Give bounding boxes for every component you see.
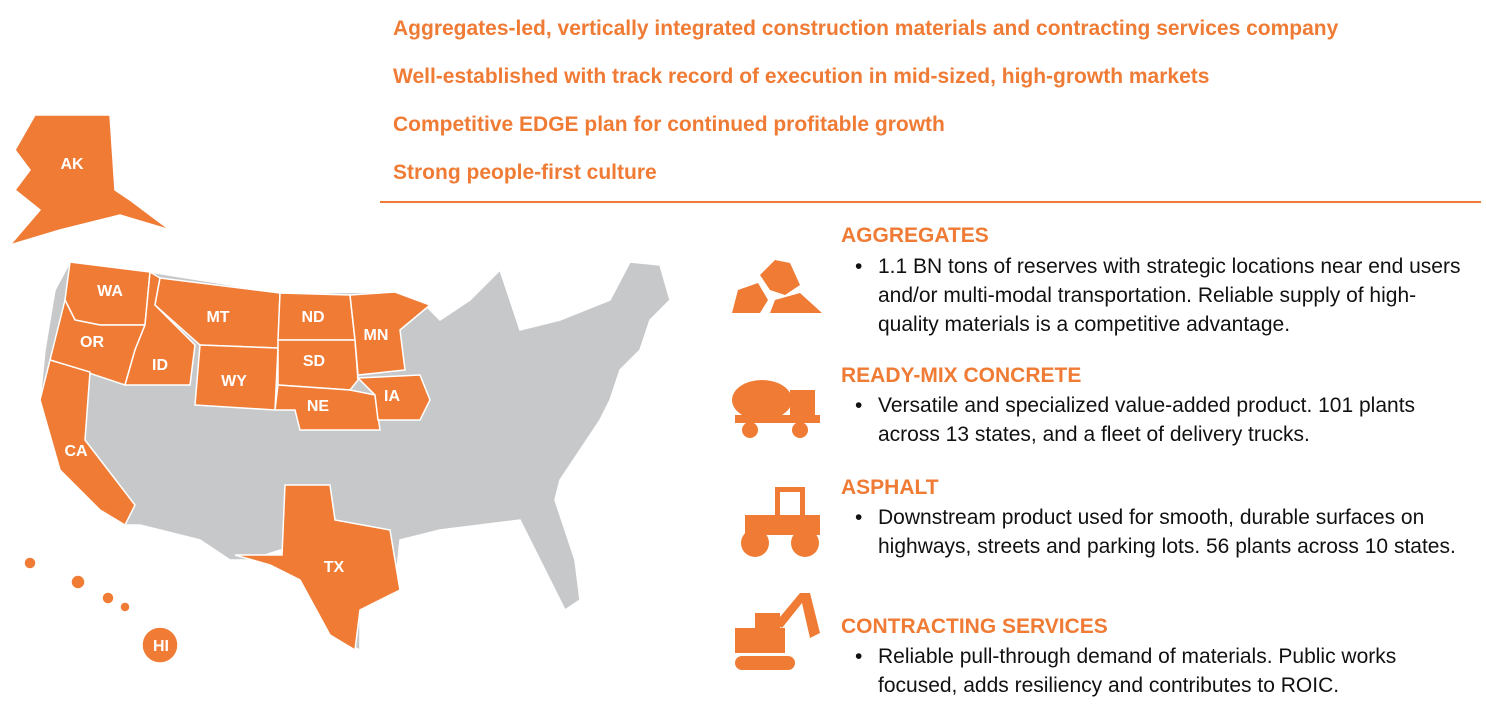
segment-bullet: • 1.1 BN tons of reserves with strategic …	[855, 252, 1465, 339]
state-label: TX	[324, 559, 345, 576]
state-ak	[7, 114, 171, 247]
state-mn	[349, 291, 432, 376]
segment-bullet: • Downstream product used for smooth, dur…	[855, 503, 1465, 561]
state-hi	[23, 556, 179, 664]
bullet-text: 1.1 BN tons of reserves with strategic l…	[878, 255, 1461, 336]
headline: Competitive EDGE plan for continued prof…	[393, 113, 945, 136]
segment-bullet: • Reliable pull-through demand of materia…	[855, 642, 1465, 700]
us-map: AK WA OR CA ID MT WY ND SD NE MN IA TX H…	[7, 114, 671, 664]
bullet-text: Downstream product used for smooth, dura…	[878, 506, 1456, 558]
headline: Aggregates-led, vertically integrated co…	[393, 17, 1339, 40]
state-label: NE	[307, 398, 330, 415]
bullet-text: Reliable pull-through demand of material…	[878, 645, 1397, 697]
state-label: IA	[384, 388, 400, 405]
state-tx	[234, 484, 401, 652]
other-states	[39, 261, 671, 652]
bullet-text: Versatile and specialized value-added pr…	[878, 394, 1416, 446]
aggregates-icon	[732, 260, 822, 313]
state-label: OR	[80, 334, 104, 351]
state-label: WY	[221, 373, 247, 390]
asphalt-icon	[741, 487, 820, 557]
state-label: SD	[303, 353, 325, 370]
state-label: CA	[64, 443, 88, 460]
state-label: WA	[97, 283, 123, 300]
divider	[380, 201, 1481, 203]
state-label: ND	[301, 309, 324, 326]
segment-title: READY-MIX CONCRETE	[841, 364, 1082, 387]
state-ia	[356, 374, 431, 421]
state-label: MN	[364, 327, 389, 344]
state-label: MT	[206, 309, 229, 326]
segment-title: AGGREGATES	[841, 224, 989, 247]
headline: Well-established with track record of ex…	[393, 65, 1210, 88]
state-sd	[277, 339, 359, 391]
segment-title: CONTRACTING SERVICES	[841, 615, 1108, 638]
state-ne	[274, 384, 381, 431]
state-label: HI	[153, 638, 169, 655]
segment-bullet: • Versatile and specialized value-added p…	[855, 391, 1465, 449]
headline: Strong people-first culture	[393, 161, 657, 184]
segment-title: ASPHALT	[841, 476, 939, 499]
contracting-icon	[735, 593, 820, 670]
ready-mix-icon	[732, 380, 820, 438]
state-label: ID	[152, 357, 168, 374]
state-label: AK	[60, 156, 84, 173]
state-ca	[39, 359, 136, 527]
